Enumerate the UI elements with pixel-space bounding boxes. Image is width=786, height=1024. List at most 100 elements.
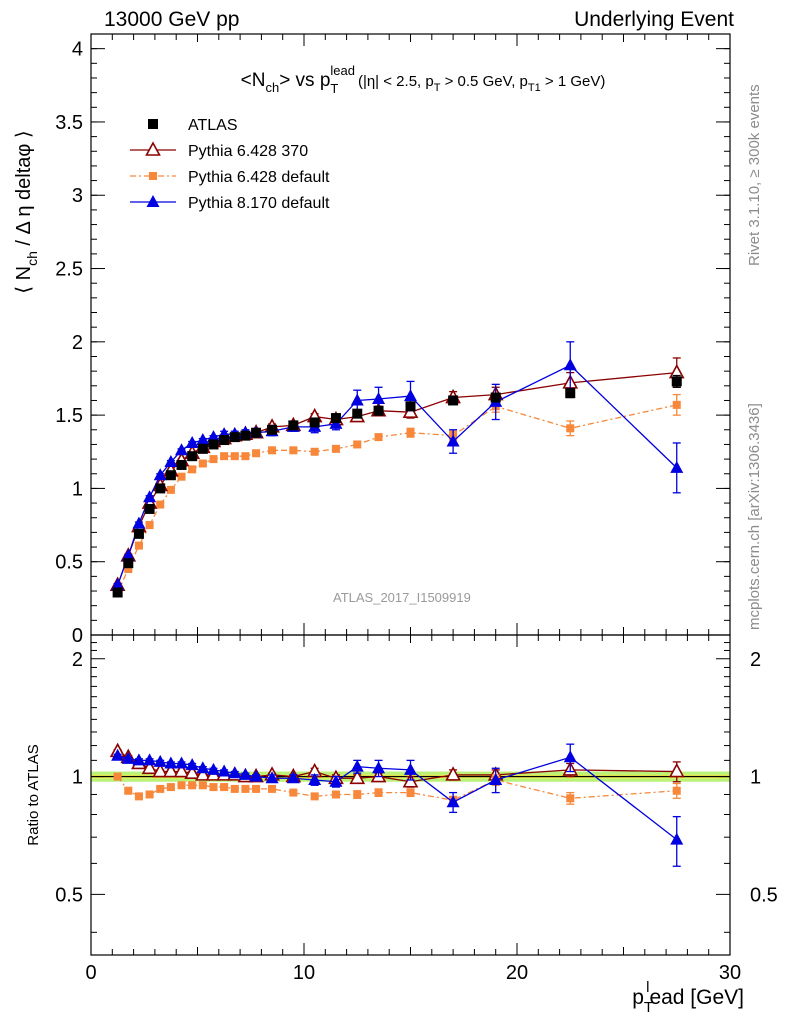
point-pythia-6-428-default	[331, 444, 340, 453]
point-atlas	[309, 417, 320, 428]
point-ratio-pythia-6-428-370	[163, 762, 179, 778]
point-atlas	[112, 587, 123, 598]
point-ratio-pythia-8-170-default	[249, 769, 263, 782]
main-y-tick-label: 0.5	[55, 552, 83, 574]
point-atlas	[373, 405, 384, 416]
point-pythia-8-170-default	[670, 460, 684, 473]
ratio-y-tick-label-right: 0.5	[750, 884, 778, 906]
point-pythia-6-428-default	[134, 541, 143, 550]
x-tick-label: 0	[85, 962, 96, 984]
legend-entry-atlas: ATLAS	[148, 117, 238, 134]
main-y-tick-label: 3	[72, 185, 83, 207]
ratio-y-tick-label-right: 1	[750, 767, 761, 789]
point-pythia-6-428-default	[230, 452, 239, 461]
point-pythia-6-428-default	[406, 428, 415, 437]
point-ratio-pythia-6-428-default	[220, 783, 229, 792]
analysis-tag: ATLAS_2017_I1509919	[333, 590, 471, 605]
ratio-y-tick-label-right: 2	[750, 649, 761, 671]
point-atlas	[123, 558, 134, 569]
point-pythia-6-428-default	[252, 449, 261, 458]
ratio-y-tick-label: 0.5	[55, 884, 83, 906]
point-ratio-pythia-6-428-default	[252, 784, 261, 793]
point-ratio-pythia-6-428-default	[177, 781, 186, 790]
main-frame-border	[90, 33, 731, 636]
energy-label: 13000 GeV pp	[104, 8, 240, 31]
point-ratio-pythia-8-170-default	[489, 772, 503, 785]
series-pythia-8-170-default	[111, 341, 684, 591]
series-ratio-pythia-8-170-default	[111, 743, 684, 867]
point-pythia-6-428-default	[209, 455, 218, 464]
series-pythia-6-428-370	[109, 357, 685, 591]
point-ratio-pythia-6-428-default	[566, 794, 575, 803]
point-ratio-pythia-6-428-370	[402, 773, 419, 788]
point-ratio-pythia-6-428-370	[349, 769, 366, 785]
main-y-axis-label: ⟨ Nch / Δ η deltaφ ⟩	[13, 130, 40, 293]
point-ratio-pythia-6-428-370	[445, 766, 461, 781]
point-ratio-pythia-8-170-default	[372, 761, 386, 774]
point-ratio-pythia-8-170-default	[286, 771, 300, 784]
point-ratio-pythia-8-170-default	[217, 764, 231, 777]
point-pythia-8-170-default	[206, 430, 220, 443]
main-y-tick-label: 1	[72, 478, 83, 500]
point-atlas	[671, 376, 682, 387]
point-pythia-8-170-default	[185, 435, 199, 448]
point-atlas	[144, 503, 155, 514]
point-ratio-pythia-8-170-default	[132, 753, 146, 766]
point-atlas	[229, 432, 240, 443]
legend-label-atlas: ATLAS	[188, 117, 238, 134]
point-pythia-8-170-default	[372, 391, 386, 404]
ratio-y-tick-label: 1	[72, 767, 83, 789]
point-ratio-pythia-8-170-default	[670, 832, 684, 845]
point-ratio-pythia-6-428-370	[668, 762, 685, 778]
point-pythia-8-170-default	[132, 516, 146, 529]
x-axis-label: pTlead [GeV]	[632, 979, 744, 1016]
point-ratio-pythia-8-170-default	[563, 750, 577, 763]
main-chart-title: <Nch> vs pTlead(|η| < 2.5, pT > 0.5 GeV,…	[241, 63, 606, 96]
point-ratio-pythia-6-428-default	[310, 792, 319, 801]
point-ratio-pythia-6-428-default	[241, 784, 250, 793]
point-pythia-8-170-default	[563, 358, 577, 371]
point-ratio-pythia-6-428-default	[124, 786, 133, 795]
ratio-y-tick-label: 2	[72, 649, 83, 671]
point-pythia-6-428-default	[145, 521, 154, 530]
legend-entry-pythia-6-428-370: Pythia 6.428 370	[130, 141, 308, 160]
legend-label-pythia-8-170-default: Pythia 8.170 default	[188, 195, 330, 212]
point-pythia-8-170-default	[143, 490, 157, 503]
point-atlas	[219, 435, 230, 446]
main-y-tick-label: 2	[72, 332, 83, 354]
main-panel-series	[109, 341, 685, 598]
point-ratio-pythia-6-428-default	[145, 790, 154, 799]
point-pythia-8-170-default	[350, 393, 364, 406]
series-ratio-pythia-6-428-default	[113, 772, 681, 805]
point-ratio-pythia-8-170-default	[153, 754, 167, 767]
point-atlas	[155, 483, 166, 494]
x-tick-label: 30	[719, 962, 741, 984]
point-atlas	[288, 420, 299, 431]
point-ratio-pythia-8-170-default	[265, 771, 279, 784]
main-y-tick-label: 1.5	[55, 405, 83, 427]
point-pythia-8-170-default	[121, 548, 135, 561]
point-pythia-6-428-default	[353, 440, 362, 449]
point-ratio-pythia-6-428-default	[113, 772, 122, 781]
legend-marker-pythia-6-428-default	[149, 172, 157, 180]
point-ratio-pythia-6-428-default	[672, 786, 681, 795]
point-pythia-6-428-default	[310, 447, 319, 456]
point-pythia-8-170-default	[404, 389, 417, 402]
point-pythia-6-428-default	[672, 400, 681, 409]
point-atlas	[448, 395, 459, 406]
point-atlas	[165, 470, 176, 481]
point-pythia-6-428-default	[177, 472, 186, 481]
point-ratio-pythia-8-170-default	[446, 795, 460, 808]
point-ratio-pythia-8-170-default	[164, 756, 178, 769]
point-ratio-pythia-6-428-default	[209, 783, 218, 792]
point-atlas	[490, 392, 501, 403]
process-label: Underlying Event	[574, 8, 734, 31]
point-ratio-pythia-6-428-default	[230, 784, 239, 793]
point-ratio-pythia-8-170-default	[196, 761, 210, 774]
point-atlas	[208, 439, 219, 450]
main-y-tick-label: 4	[72, 39, 83, 61]
point-ratio-pythia-8-170-default	[238, 767, 252, 780]
point-ratio-pythia-8-170-default	[206, 762, 220, 775]
point-ratio-pythia-8-170-default	[404, 762, 417, 775]
